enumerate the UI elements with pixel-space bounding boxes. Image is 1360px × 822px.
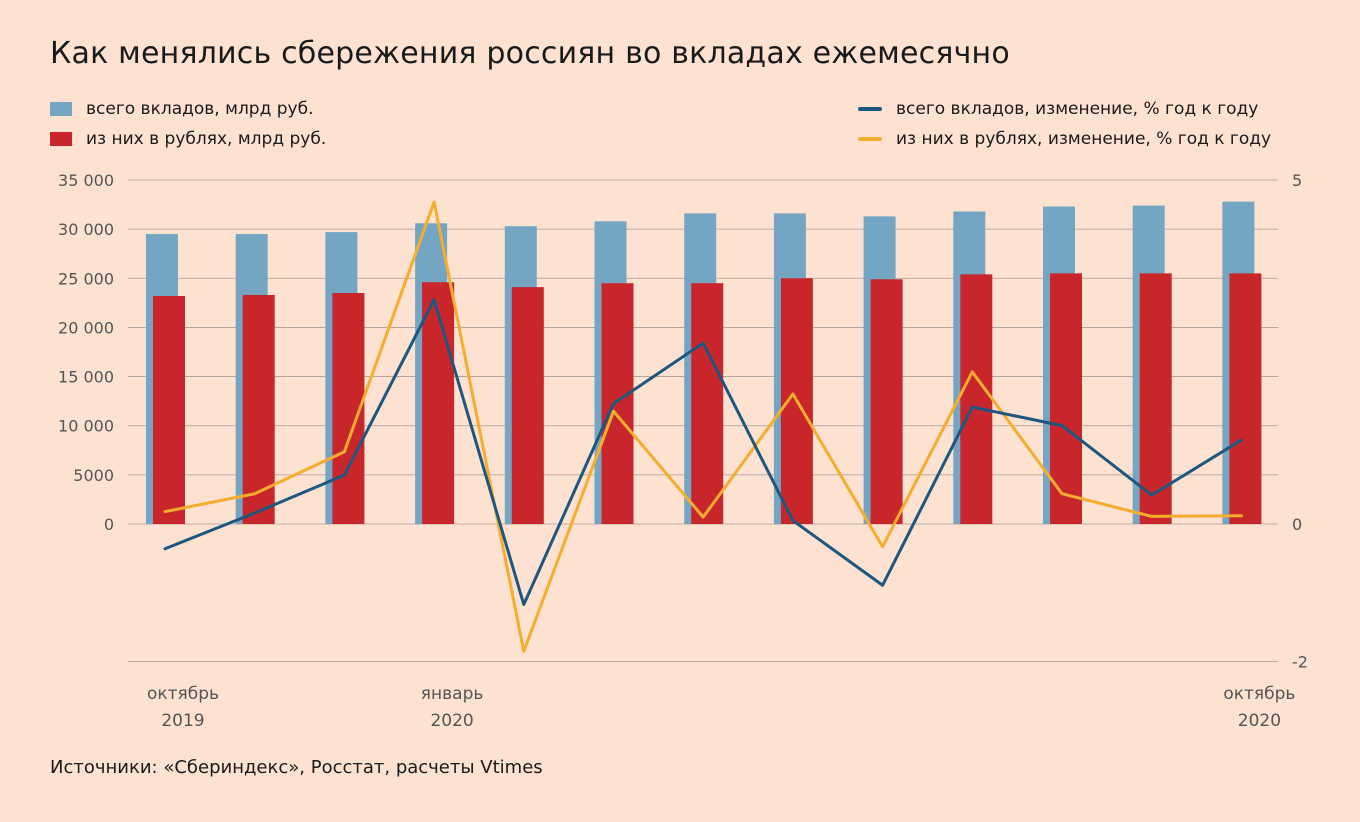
- series-line-rub: [163, 200, 1243, 653]
- bar-rub: [422, 282, 455, 524]
- legend-rub-bar-swatch: [50, 132, 72, 146]
- series-line-total: [163, 298, 1243, 606]
- bar-rub: [242, 294, 275, 524]
- legend-rub-line: из них в рублях, изменение, % год к году: [858, 127, 1271, 151]
- legend-total-line-label: всего вкладов, изменение, % год к году: [896, 99, 1259, 119]
- y2-tick-label: 0: [1292, 515, 1302, 534]
- y2-tick-label: 5: [1292, 171, 1302, 190]
- y2-tick-label: -2: [1292, 653, 1308, 672]
- legend-total-bar-label: всего вкладов, млрд руб.: [86, 99, 314, 119]
- legend-rub-line-label: из них в рублях, изменение, % год к году: [896, 129, 1272, 149]
- y-tick-label: 20 000: [58, 318, 114, 337]
- x-tick-label: октябрь: [147, 684, 219, 704]
- bar-rub: [960, 274, 993, 524]
- bar-rub: [1229, 273, 1262, 524]
- legend-total-line-swatch: [858, 107, 882, 111]
- source-note: Источники: «Сбериндекс», Росстат, расчет…: [50, 757, 543, 778]
- legend-total-bar-swatch: [50, 102, 72, 116]
- y-tick-label: 15 000: [58, 368, 114, 387]
- y-tick-label: 25 000: [58, 269, 114, 288]
- y-tick-label: 0: [104, 515, 114, 534]
- legend-total-bar: всего вкладов, млрд руб.: [50, 97, 314, 121]
- bar-rub: [601, 283, 634, 524]
- x-tick-label: 2020: [1238, 711, 1281, 731]
- bar-rub: [153, 295, 185, 524]
- legend-total-line: всего вкладов, изменение, % год к году: [858, 97, 1258, 121]
- x-tick-label: январь: [421, 684, 484, 704]
- x-tick-label: 2019: [161, 711, 204, 731]
- x-tick-label: октябрь: [1223, 684, 1295, 704]
- legend-rub-line-swatch: [858, 137, 882, 141]
- y-tick-label: 10 000: [58, 417, 114, 436]
- legend-rub-bar-label: из них в рублях, млрд руб.: [86, 129, 327, 149]
- bar-rub: [691, 283, 724, 524]
- y-tick-label: 35 000: [58, 171, 114, 190]
- bar-rub: [511, 287, 544, 524]
- y-tick-label: 5000: [73, 466, 114, 485]
- chart-title: Как менялись сбережения россиян во вклад…: [50, 36, 1010, 71]
- legend-rub-bar: из них в рублях, млрд руб.: [50, 127, 326, 151]
- y-tick-label: 30 000: [58, 220, 114, 239]
- bar-rub: [870, 279, 903, 524]
- bar-rub: [1139, 273, 1172, 524]
- x-tick-label: 2020: [430, 711, 473, 731]
